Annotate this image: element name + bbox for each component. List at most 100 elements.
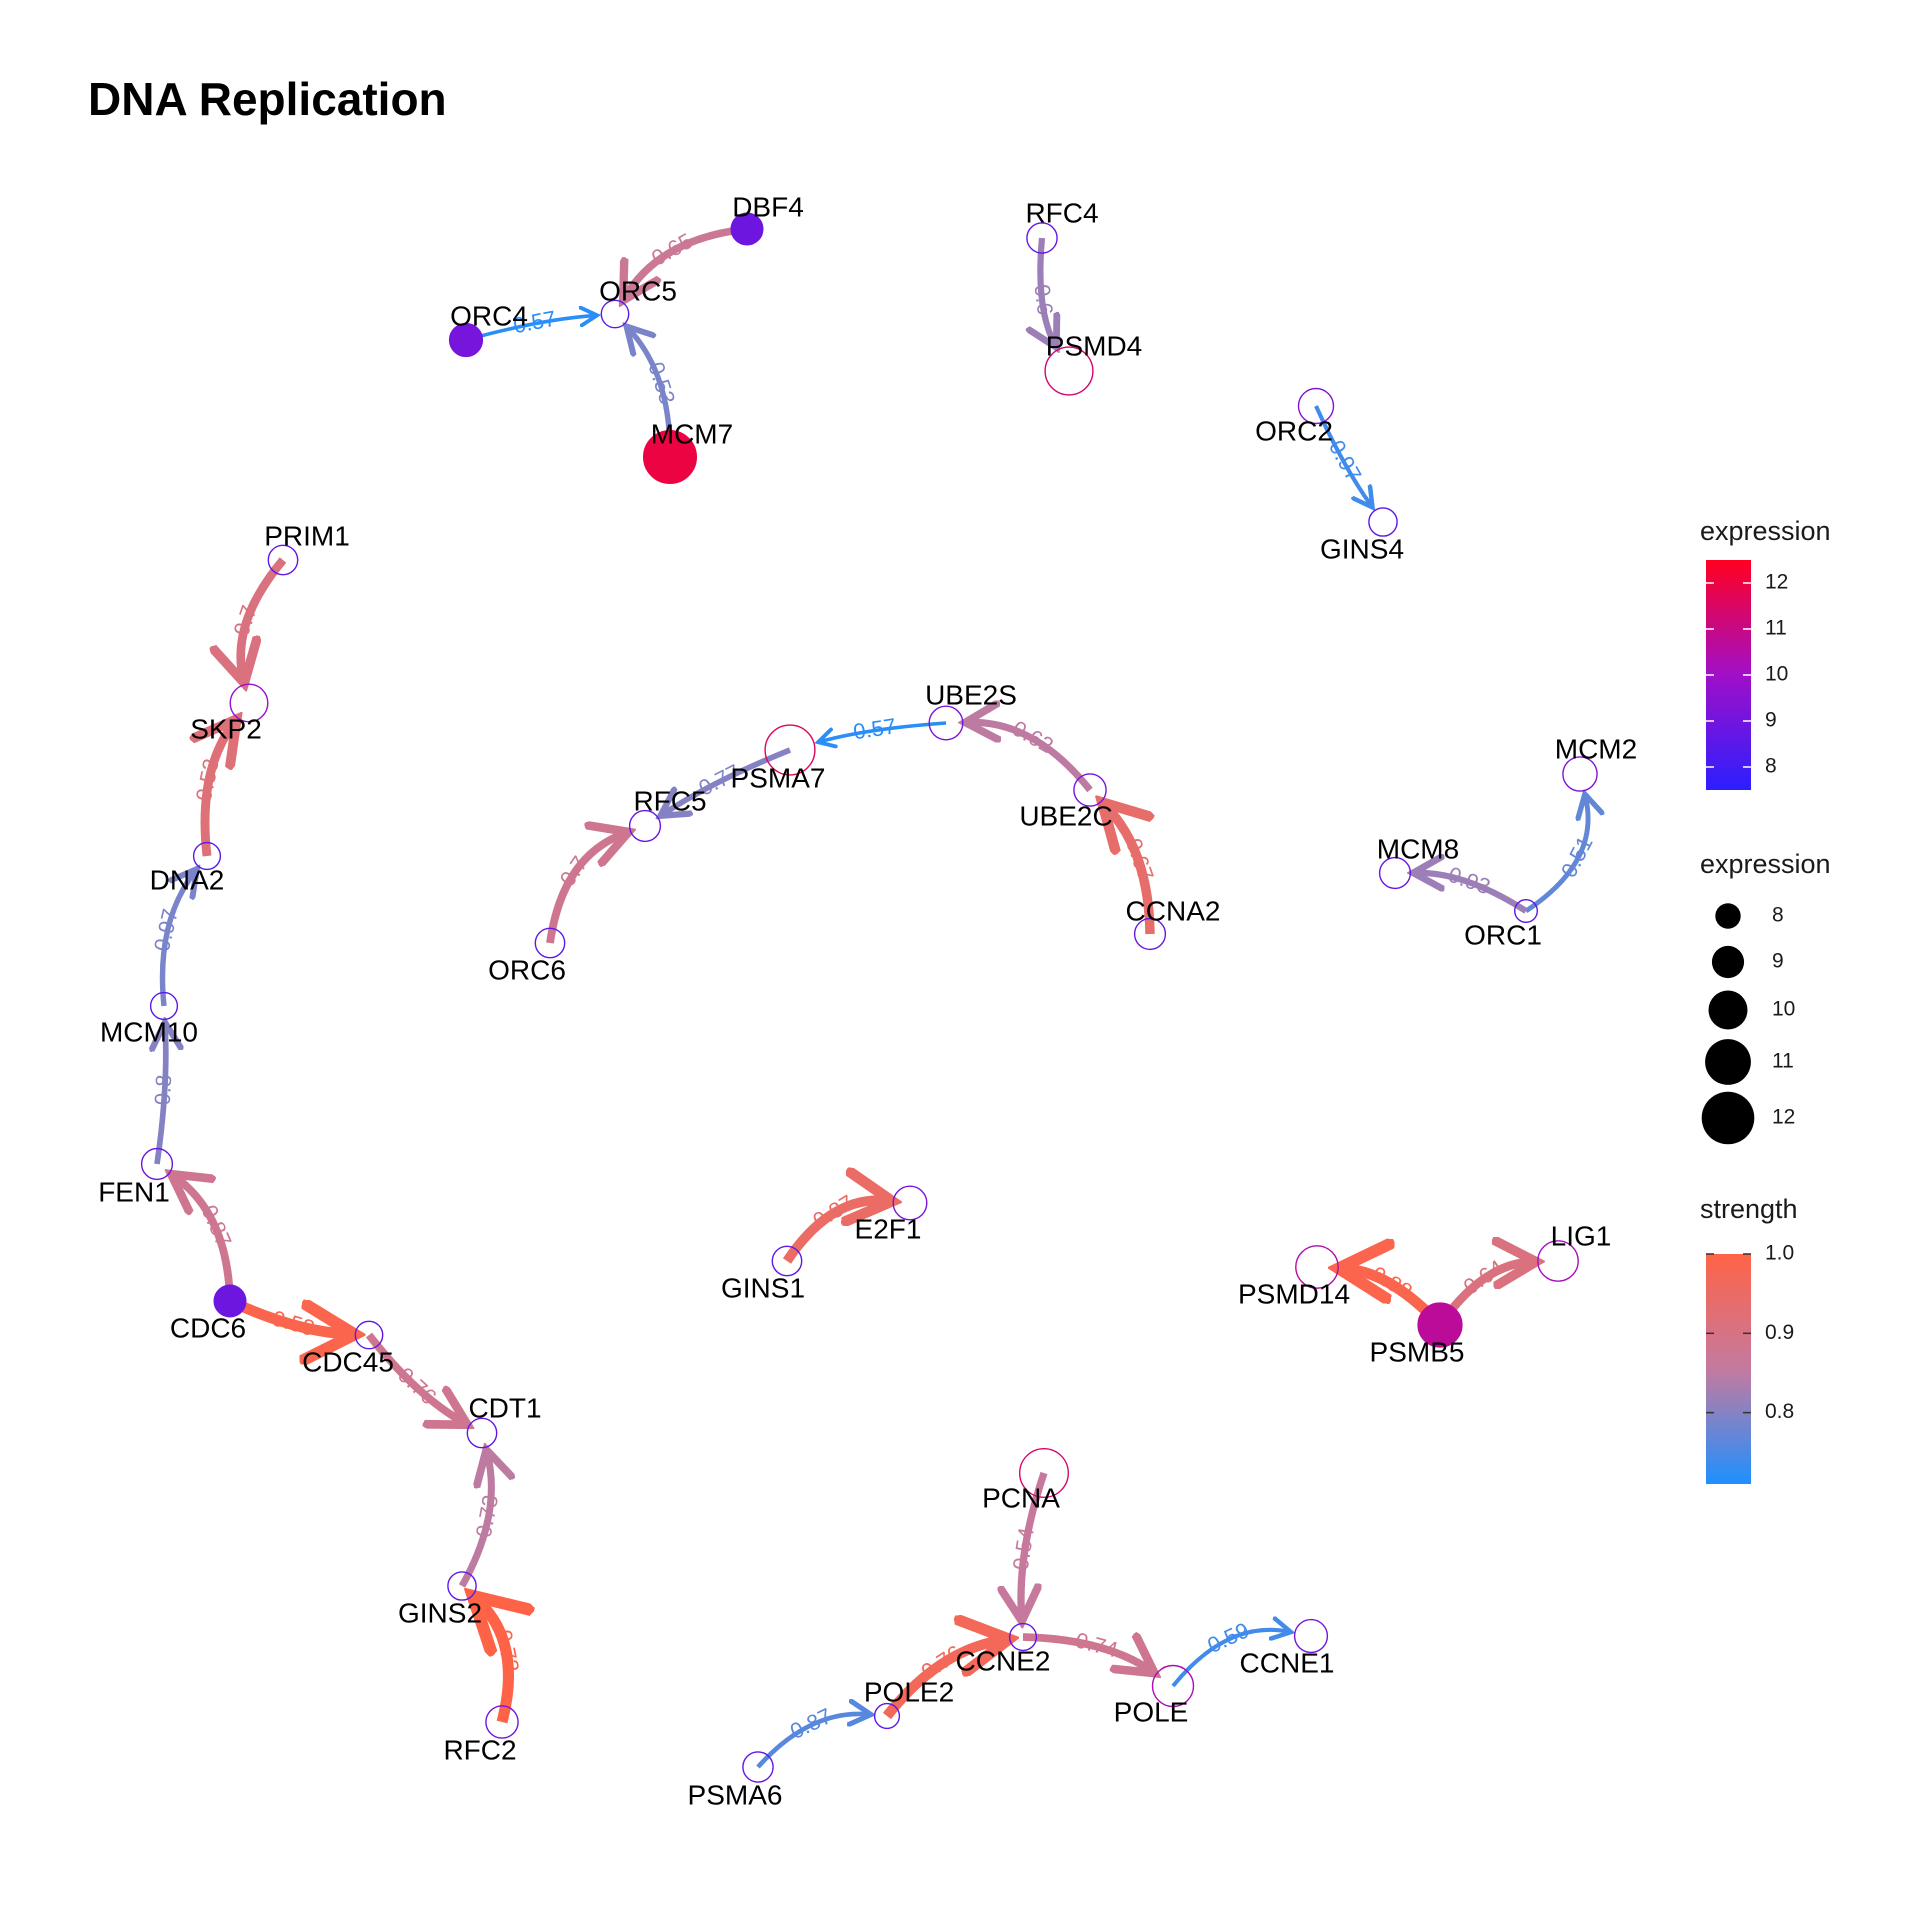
edge-label-prim1-skp2: 0.7: [228, 602, 261, 639]
edge-gins2-cdt1: [458, 1453, 491, 1588]
edge-label-gins2-cdt1: 0.73: [471, 1493, 504, 1540]
node-label-skp2: SKP2: [190, 713, 262, 744]
legend-color-tick: 8: [1765, 755, 1777, 778]
node-label-orc5: ORC5: [599, 275, 677, 306]
legend-size-tick: 11: [1772, 1050, 1794, 1073]
legend-size-dot: [1708, 990, 1748, 1030]
node-e2f1: [892, 1185, 928, 1221]
edge-gins1-e2f1: [782, 1200, 887, 1264]
edge-mcm10-dna2: [159, 871, 195, 1007]
edge-pole-ccne1: [1171, 1630, 1289, 1688]
node-orc2: [1297, 387, 1335, 425]
edge-dbf4-orc5: [625, 225, 748, 297]
node-gins4: [1368, 507, 1398, 537]
legend-size-title: expression: [1700, 849, 1831, 879]
edge-ccna2-ube2c: [1105, 806, 1150, 935]
edge-pcna-ccne2: [1021, 1471, 1048, 1618]
edge-orc1-mcm8: [1416, 873, 1528, 914]
legend: expression expression strength 12 11 10 9 8 8…: [1700, 516, 1831, 1484]
legend-color-tick: 9: [1765, 709, 1777, 732]
legend-size-dot: [1711, 945, 1745, 979]
nodes-layer: [140, 212, 1598, 1783]
node-label-mcm10: MCM10: [100, 1016, 198, 1047]
node-label-cdc45: CDC45: [302, 1346, 394, 1377]
edge-label-orc1-mcm8: 0.93: [1445, 862, 1494, 900]
edge-label-rfc4-psmd4: 0.6: [1029, 283, 1057, 316]
node-label-gins4: GINS4: [1320, 533, 1404, 564]
node-label-orc1: ORC1: [1464, 919, 1542, 950]
node-rfc5: [628, 809, 662, 843]
edge-fen1-mcm10: [157, 1025, 166, 1165]
legend-color-tick: 10: [1765, 663, 1788, 686]
edge-cdc6-fen1: [174, 1176, 234, 1302]
node-rfc2: [485, 1705, 519, 1739]
legend-size-dot: [1705, 1039, 1751, 1085]
node-label-psmd14: PSMD14: [1238, 1278, 1350, 1309]
edge-label-orc1-mcm2: 0.51: [1556, 832, 1598, 882]
edge-orc6-rfc5: [546, 833, 625, 944]
legend-size-dot: [1715, 903, 1741, 929]
legend-strength-tick: 1.0: [1765, 1242, 1794, 1265]
edge-label-ccna2-ube2c: 0.67: [1121, 835, 1159, 884]
node-lig1: [1537, 1240, 1579, 1282]
node-orc6: [534, 927, 566, 959]
edge-psma6-pole2: [756, 1714, 869, 1769]
node-prim1: [267, 544, 299, 576]
node-label-orc2: ORC2: [1255, 415, 1333, 446]
edge-orc2-gins4: [1314, 405, 1371, 506]
legend-size-dot: [1701, 1091, 1755, 1145]
edge-ube2c-ube2s: [969, 722, 1093, 793]
node-ccna2: [1133, 917, 1167, 951]
edges-layer: 0.650.570.530.60.970.70.530.970.80.870.5…: [149, 225, 1598, 1769]
edge-label-dna2-skp2: 0.53: [191, 756, 224, 803]
node-label-ube2s: UBE2S: [925, 679, 1017, 710]
node-ccne2: [1008, 1622, 1038, 1652]
node-ube2c: [1073, 773, 1107, 807]
edge-psma7-rfc5: [663, 747, 792, 814]
node-orc1: [1513, 899, 1538, 924]
node-label-pcna: PCNA: [982, 1482, 1060, 1513]
node-psmd14: [1295, 1245, 1339, 1289]
legend-size-tick: 9: [1772, 950, 1784, 973]
node-pole: [1151, 1664, 1195, 1708]
node-label-rfc4: RFC4: [1025, 197, 1098, 228]
node-label-psmd4: PSMD4: [1046, 330, 1142, 361]
node-labels-layer: DBF4 ORC5 ORC4 MCM7 RFC4 PSMD4 ORC2 GINS4 PRIM1 S…: [98, 191, 1637, 1810]
edge-label-fen1-mcm10: 0.8: [150, 1074, 177, 1106]
edge-label-pcna-ccne2: 0.54: [1008, 1526, 1039, 1572]
edge-pole2-ccne2: [882, 1640, 1004, 1720]
node-mcm2: [1562, 756, 1598, 792]
node-label-pole: POLE: [1114, 1696, 1189, 1727]
node-mcm10: [149, 991, 179, 1021]
node-label-e2f1: E2F1: [855, 1213, 922, 1244]
node-pole2: [873, 1702, 901, 1730]
legend-strength-title: strength: [1700, 1194, 1798, 1224]
node-label-cdc6: CDC6: [170, 1312, 246, 1343]
node-label-rfc5: RFC5: [633, 785, 706, 816]
edge-rfc2-gins2: [477, 1600, 509, 1724]
node-label-dna2: DNA2: [150, 864, 225, 895]
edge-label-rfc2-gins2: 0.73: [491, 1628, 524, 1675]
node-psma7: [764, 724, 816, 776]
legend-strength-tick: 0.8: [1765, 1400, 1794, 1423]
edge-cdc45-cdt1: [365, 1332, 464, 1423]
node-gins2: [447, 1571, 477, 1601]
node-mcm8: [1378, 856, 1412, 890]
node-label-gins1: GINS1: [721, 1272, 805, 1303]
node-label-ccne2: CCNE2: [956, 1645, 1051, 1676]
node-label-mcm8: MCM8: [1377, 833, 1459, 864]
node-label-psma7: PSMA7: [731, 762, 826, 793]
node-dna2: [192, 841, 222, 871]
legend-color-title: expression: [1700, 516, 1831, 546]
edge-label-cdc6-cdc45: 0.58: [269, 1305, 317, 1341]
node-cdc6: [213, 1284, 247, 1318]
edge-label-mcm10-dna2: 0.97: [149, 906, 183, 953]
node-dbf4: [730, 212, 764, 246]
node-psmd4: [1044, 346, 1094, 396]
legend-color-tick: 12: [1765, 571, 1788, 594]
edge-label-ube2s-psma7: 0.57: [852, 713, 898, 744]
edge-label-cdc6-fen1: 0.87: [196, 1201, 236, 1250]
node-label-cdt1: CDT1: [468, 1392, 541, 1423]
legend-size-tick: 8: [1772, 904, 1784, 927]
